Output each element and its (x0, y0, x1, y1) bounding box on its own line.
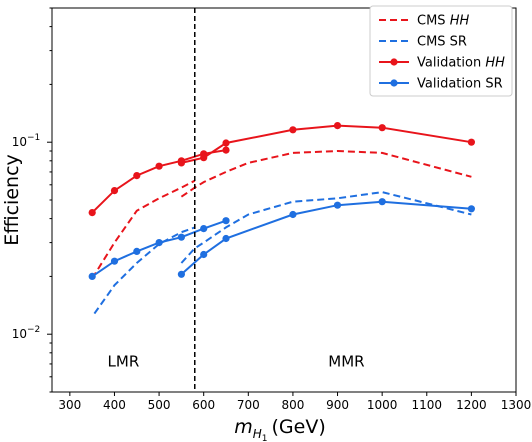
series-layer (91, 124, 472, 315)
series-2-point-1-0 (177, 159, 185, 167)
series-3-point-1-0 (177, 270, 185, 278)
legend-label-italic: HH (450, 14, 470, 29)
markers-layer (88, 122, 475, 280)
series-2-point-1-2 (222, 139, 230, 147)
y-tick-base: 10 (12, 135, 27, 149)
legend-label-text: CMS (417, 14, 450, 29)
series-3-point-0-5 (200, 225, 208, 233)
y-tick-exponent: −1 (27, 133, 40, 143)
series-3-point-0-0 (88, 272, 96, 280)
x-tick-label: 400 (103, 398, 126, 412)
x-tick-label: 500 (148, 398, 171, 412)
legend: CMS HH CMS SR Validation HH Validation SR (369, 5, 513, 97)
x-tick-label: 1200 (456, 398, 487, 412)
series-0-line-1 (180, 149, 472, 198)
series-2-point-0-6 (222, 146, 230, 154)
series-3-point-1-2 (222, 234, 230, 243)
x-axis-label-main: m (234, 416, 253, 438)
x-tick-label: 800 (281, 398, 304, 412)
series-2-point-1-3 (289, 126, 297, 134)
series-2-point-1-6 (467, 138, 475, 146)
series-3-point-0-1 (110, 257, 119, 265)
series-2-point-0-2 (133, 172, 141, 180)
legend-label-2: Validation HH (417, 56, 505, 71)
region-label-mmr: MMR (328, 352, 364, 370)
y-ticks: 10−210−1 (12, 7, 52, 393)
x-tick-label: 900 (326, 398, 349, 412)
region-labels: LMR MMR (108, 352, 365, 370)
series-3-point-0-2 (133, 247, 141, 255)
x-axis-label: mH1 (GeV) (234, 416, 326, 442)
x-ticks: 300 400 500 600 700 800 900 1000 1100 1200 1300 (58, 392, 531, 412)
series-1-line-1 (180, 191, 472, 264)
x-axis-label-sub: H (253, 427, 262, 441)
x-tick-label: 1000 (367, 398, 398, 412)
legend-label-3: Validation SR (417, 77, 503, 92)
series-3-point-1-6 (467, 205, 475, 213)
x-axis-label-unit: (GeV) (272, 416, 326, 438)
series-3-point-1-4 (333, 201, 342, 209)
legend-marker-2 (390, 58, 398, 66)
series-1-line-0 (93, 226, 196, 315)
series-3-point-1-5 (378, 198, 386, 206)
y-axis-label: Efficiency (1, 154, 23, 246)
legend-marker-3 (390, 79, 398, 87)
series-2-point-0-0 (88, 209, 96, 217)
series-2-point-1-5 (378, 124, 386, 132)
legend-label-1: CMS SR (417, 35, 467, 50)
legend-box (369, 5, 513, 97)
y-tick-base: 10 (12, 327, 27, 341)
series-3-point-1-1 (200, 250, 208, 259)
legend-label-text: Validation SR (417, 77, 503, 92)
series-2-point-0-1 (110, 187, 119, 195)
series-2-point-1-1 (200, 154, 208, 162)
series-0-line-0 (91, 179, 196, 280)
series-3-point-0-3 (155, 239, 163, 247)
legend-label-text: Validation (417, 56, 485, 71)
y-tick-label: 10−2 (12, 325, 41, 341)
x-tick-label: 1300 (501, 398, 532, 412)
series-2-point-0-3 (155, 162, 163, 170)
x-axis-label-subsub: 1 (262, 434, 268, 442)
x-tick-label: 300 (58, 398, 81, 412)
legend-label-text: CMS SR (417, 35, 467, 50)
series-2-point-1-4 (333, 122, 342, 130)
y-tick-exponent: −2 (27, 325, 40, 335)
x-tick-label: 600 (192, 398, 215, 412)
series-3-point-0-6 (222, 217, 230, 225)
region-label-lmr: LMR (108, 352, 140, 370)
series-3-point-1-3 (289, 210, 297, 219)
x-tick-label: 1100 (411, 398, 442, 412)
legend-label-0: CMS HH (417, 14, 469, 29)
series-3-point-0-4 (177, 233, 185, 241)
legend-label-italic: HH (485, 56, 505, 71)
y-tick-label: 10−1 (12, 133, 41, 149)
x-tick-label: 700 (237, 398, 260, 412)
